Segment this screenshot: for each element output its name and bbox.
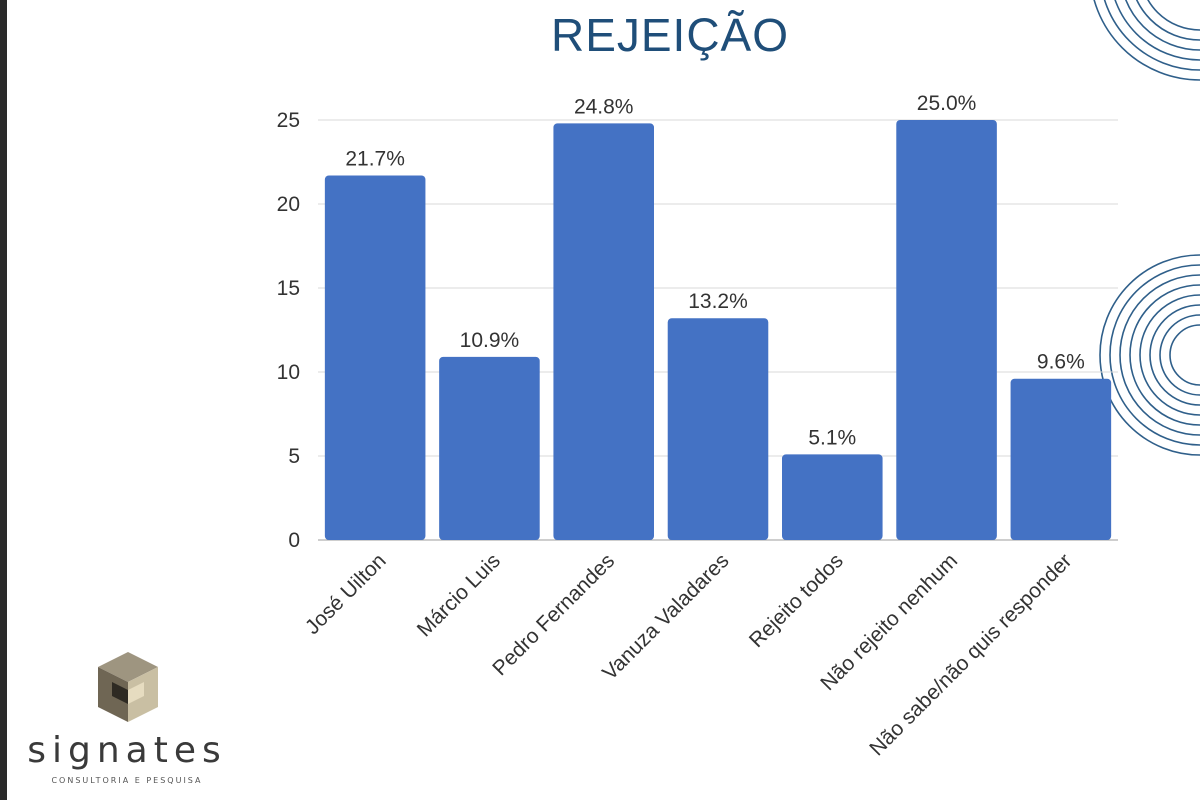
x-category-label: José Uilton	[301, 549, 391, 639]
data-label: 9.6%	[1037, 351, 1085, 374]
data-label: 21.7%	[345, 147, 405, 170]
bar-1	[324, 175, 426, 540]
bar-6	[896, 120, 997, 540]
bar-3	[553, 123, 654, 541]
y-tick-label: 5	[288, 445, 300, 468]
data-label: 5.1%	[808, 426, 856, 449]
bar-2	[439, 356, 540, 540]
data-label: 13.2%	[688, 290, 748, 313]
y-tick-label: 20	[277, 193, 300, 216]
y-tick-label: 25	[277, 109, 300, 132]
chart-title: REJEIÇÃO	[550, 9, 790, 61]
data-label: 24.8%	[574, 95, 634, 118]
logo-tagline: CONSULTORIA E PESQUISA	[51, 776, 203, 785]
y-tick-label: 15	[277, 277, 300, 300]
bar-5	[782, 454, 883, 540]
x-category-label: Pedro Fernandes	[488, 549, 619, 680]
window-left-edge	[0, 0, 7, 800]
signates-logo: signates CONSULTORIA E PESQUISA	[12, 638, 242, 798]
data-label: 10.9%	[460, 329, 520, 352]
bar-7	[1010, 378, 1112, 540]
y-tick-label: 0	[288, 529, 300, 552]
data-label: 25.0%	[917, 92, 977, 115]
x-category-label: Não sabe/não quis responder	[865, 549, 1076, 760]
x-category-label: Márcio Luis	[413, 549, 505, 641]
logo-mark-icon	[98, 652, 158, 722]
logo-wordmark: signates	[27, 730, 227, 771]
x-category-label: Vanuza Valadares	[598, 549, 733, 684]
x-category-label: Rejeito todos	[745, 549, 848, 652]
y-tick-label: 10	[277, 361, 300, 384]
bar-4	[667, 318, 769, 540]
